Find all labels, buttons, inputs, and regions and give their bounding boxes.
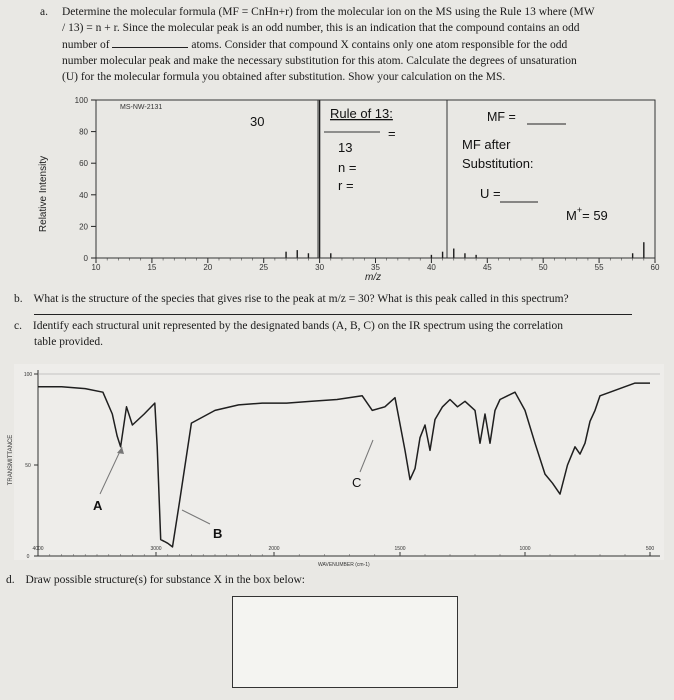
u-label: U = — [480, 186, 501, 201]
mf-label: MF = — [487, 110, 516, 124]
question-d: d. Draw possible structure(s) for substa… — [6, 572, 305, 588]
ir-x-tick-label: 1500 — [394, 546, 405, 552]
molecular-ion-label: M+= 59 — [566, 205, 608, 223]
answer-line-b[interactable] — [34, 303, 632, 315]
ms-y-tick-label: 60 — [79, 159, 88, 168]
question-a-label: a. — [40, 6, 48, 18]
ir-x-tick-label: 3000 — [150, 546, 161, 552]
ms-x-tick-label: 15 — [147, 263, 156, 272]
question-a-line5: (U) for the molecular formula you obtain… — [62, 71, 506, 83]
question-a-line3-post: atoms. Consider that compound X contains… — [191, 39, 568, 51]
ir-y-axis-label: TRANSMITTANCE — [8, 435, 14, 486]
ms-annotation-box — [95, 99, 656, 259]
ms-x-tick-label: 45 — [483, 263, 492, 272]
question-c-line1: Identify each structural unit represente… — [32, 320, 563, 332]
ir-y-tick-label: 50 — [25, 463, 31, 469]
band-c-label: C — [352, 475, 361, 490]
ms-x-axis-label: m/z — [365, 272, 381, 282]
question-d-label: d. — [6, 574, 15, 586]
rule-thirteen: 13 — [338, 140, 352, 155]
question-c-line2: table provided. — [34, 336, 103, 348]
answer-blank-atom[interactable] — [112, 36, 189, 48]
ir-x-ticks: 4000 3000 2000 1500 1000 500 — [32, 546, 654, 556]
ms-peaks — [285, 100, 645, 258]
question-b: b. What is the structure of the species … — [14, 291, 569, 307]
band-a-arrowhead — [117, 447, 124, 454]
ms-x-tick-label: 55 — [595, 263, 604, 272]
question-c-label: c. — [14, 320, 22, 332]
ms-y-tick-label: 20 — [79, 222, 88, 231]
ms-y-tick-label: 80 — [79, 128, 88, 137]
ir-x-tick-label: 1000 — [519, 546, 530, 552]
ms-x-tick-label: 10 — [92, 263, 101, 272]
ir-trace — [38, 382, 650, 548]
question-a-line3: number of atoms. Consider that compound … — [62, 36, 595, 53]
mf-substitution-label: Substitution: — [462, 156, 534, 171]
ms-y-tick-label: 100 — [75, 96, 89, 105]
ms-spectrum: Relative Intensity 100 80 60 40 20 0 10 15 20 25… — [38, 96, 660, 282]
band-a-arrow — [99, 446, 123, 495]
rule-of-13-title: Rule of 13: — [330, 106, 393, 121]
ir-x-tick-label: 4000 — [32, 546, 43, 552]
rule-equals: = — [388, 126, 396, 141]
ms-id-label: MS-NW-2131 — [120, 104, 162, 111]
question-a-line4: number molecular peak and make the neces… — [62, 55, 577, 67]
ms-x-tick-label: 60 — [651, 263, 660, 272]
ms-y-axis-label: Relative Intensity — [38, 156, 49, 232]
question-a-line1: Determine the molecular formula (MF = Cn… — [62, 6, 595, 18]
ms-x-tick-label: 20 — [203, 263, 212, 272]
ms-x-tick-label: 35 — [371, 263, 380, 272]
ir-y-ticks: 100 50 0 — [24, 372, 38, 560]
ir-x-tick-label: 2000 — [268, 546, 279, 552]
structure-drawing-box[interactable] — [232, 596, 458, 688]
mf-after-label: MF after — [462, 137, 511, 152]
ms-y-tick-label: 0 — [84, 254, 89, 263]
ir-y-tick-label: 100 — [24, 372, 33, 378]
band-c-arrow — [359, 439, 374, 473]
question-d-text: Draw possible structure(s) for substance… — [25, 574, 305, 586]
rule-n: n = — [338, 160, 356, 175]
ms-y-ticks: 100 80 60 40 20 0 — [75, 96, 96, 263]
question-a-line2: / 13) = n + r. Since the molecular peak … — [62, 22, 580, 34]
ms-x-tick-label: 30 — [315, 263, 324, 272]
band-b-arrow — [181, 509, 211, 525]
ms-x-tick-label: 40 — [427, 263, 436, 272]
ms-x-tick-label: 50 — [539, 263, 548, 272]
question-a-line3-pre: number of — [62, 39, 110, 51]
ir-x-axis-label: WAVENUMBER (cm-1) — [318, 562, 370, 568]
question-b-text: What is the structure of the species tha… — [33, 293, 569, 305]
question-b-label: b. — [14, 293, 23, 305]
ir-y-tick-label: 0 — [27, 554, 30, 560]
ms-y-tick-label: 40 — [79, 191, 88, 200]
ms-x-tick-label: 25 — [259, 263, 268, 272]
ir-x-tick-label: 500 — [646, 546, 655, 552]
band-a-label: A — [93, 498, 103, 513]
peak-30-label: 30 — [250, 114, 264, 129]
band-b-label: B — [213, 526, 222, 541]
ir-background — [14, 364, 664, 560]
rule-r: r = — [338, 178, 354, 193]
question-c: c. Identify each structural unit represe… — [14, 318, 563, 350]
ms-x-ticks: 10 15 20 25 30 35 40 45 50 55 60 — [92, 258, 660, 272]
